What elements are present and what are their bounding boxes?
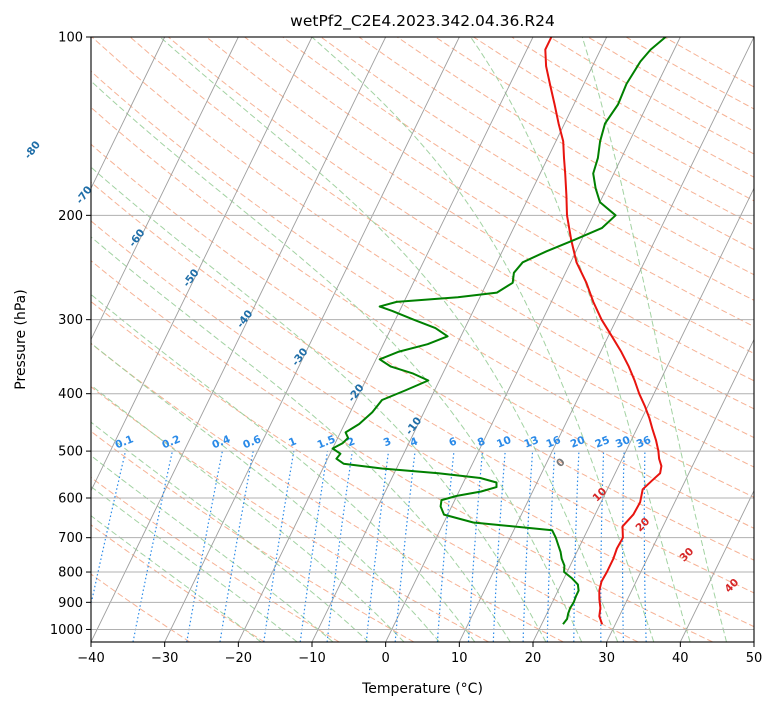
mixing-ratio-line bbox=[326, 451, 353, 642]
dry-adiabat bbox=[91, 476, 340, 642]
skew-isotherm bbox=[91, 37, 387, 642]
y-tick-label: 300 bbox=[58, 313, 83, 328]
mixing-ratio-label: 25 bbox=[593, 434, 611, 451]
skew-isotherm bbox=[385, 37, 681, 642]
pressure-grid bbox=[91, 37, 754, 630]
y-tick-label: 800 bbox=[58, 566, 83, 581]
moist-adiabat bbox=[91, 384, 405, 642]
mixing-ratio-line bbox=[365, 451, 390, 642]
moist-adiabat bbox=[581, 37, 727, 642]
dry-adiabat bbox=[91, 106, 754, 529]
temperature-line bbox=[544, 37, 663, 625]
profile-series bbox=[331, 37, 667, 625]
mixing-ratio-line bbox=[299, 451, 329, 642]
skew-isotherm bbox=[532, 187, 754, 642]
skew-isotherm bbox=[458, 37, 754, 642]
mixing-ratio-label: 13 bbox=[522, 434, 540, 451]
x-tick-label: 30 bbox=[598, 651, 615, 666]
moist-adiabat bbox=[311, 37, 655, 642]
moist-adiabat bbox=[91, 166, 547, 642]
y-tick-label: 500 bbox=[58, 445, 83, 460]
dewpoint-line bbox=[331, 37, 667, 625]
mixing-ratio-label: 36 bbox=[635, 434, 653, 451]
mixing-ratio-label: 4 bbox=[408, 435, 419, 449]
skew-isotherm bbox=[606, 338, 754, 642]
dry-adiabat bbox=[167, 37, 754, 410]
y-tick-label: 100 bbox=[58, 31, 83, 46]
dry-adiabat bbox=[320, 37, 754, 301]
mixing-ratio-label: 16 bbox=[545, 434, 563, 451]
x-tick-label: 40 bbox=[672, 651, 689, 666]
y-tick-label: 700 bbox=[58, 531, 83, 546]
dry-adiabat bbox=[91, 181, 754, 594]
dry-adiabat bbox=[91, 143, 754, 561]
x-tick-label: −20 bbox=[225, 651, 252, 666]
x-tick-label: 10 bbox=[451, 651, 468, 666]
dry-adiabat bbox=[206, 37, 754, 382]
mixing-ratio-line bbox=[263, 450, 295, 642]
dry-adiabat bbox=[91, 342, 564, 642]
moist-adiabat bbox=[91, 293, 476, 642]
y-tick-label: 900 bbox=[58, 596, 83, 611]
mixing-ratio-line bbox=[394, 451, 416, 642]
x-tick-label: 0 bbox=[382, 651, 390, 666]
mixing-ratio-label: 2 bbox=[346, 435, 357, 449]
x-axis-label: Temperature (°C) bbox=[361, 681, 483, 697]
mixing-ratio-label: 6 bbox=[447, 435, 458, 449]
x-axis: −40 −30 −20 −10 0 10 20 30 40 50 bbox=[77, 642, 762, 666]
mixing-ratio-label: 3 bbox=[382, 435, 393, 449]
isotherm-label: -80 bbox=[22, 139, 43, 161]
moist-adiabat bbox=[91, 80, 583, 642]
dry-adiabat bbox=[91, 300, 639, 642]
skew-isotherm bbox=[237, 37, 534, 642]
dry-adiabat bbox=[91, 260, 713, 642]
mixing-ratio-label: 20 bbox=[569, 434, 587, 451]
mixing-ratio-label: 8 bbox=[476, 435, 487, 449]
dry-adiabat bbox=[129, 37, 754, 439]
dry-adiabat bbox=[91, 220, 754, 628]
moist-adiabat bbox=[159, 37, 619, 642]
x-tick-label: 50 bbox=[746, 651, 763, 666]
dry-adiabat bbox=[282, 37, 754, 328]
moist-adiabat bbox=[91, 236, 511, 642]
moist-adiabat bbox=[91, 421, 369, 642]
x-tick-label: 20 bbox=[525, 651, 542, 666]
dry-adiabat bbox=[91, 573, 191, 642]
mixing-ratio-label: 1 bbox=[287, 435, 298, 449]
plot-background bbox=[91, 37, 754, 642]
dry-adiabat bbox=[91, 386, 489, 642]
skew-isotherm bbox=[679, 489, 754, 642]
skew-isotherm bbox=[311, 37, 608, 642]
dry-adiabat bbox=[91, 37, 754, 468]
mixing-ratio-line bbox=[436, 451, 455, 642]
x-tick-label: −30 bbox=[151, 651, 178, 666]
skew-isotherm bbox=[753, 640, 754, 642]
skew-isotherm bbox=[91, 37, 166, 190]
moist-adiabat bbox=[91, 455, 334, 642]
plot-frame bbox=[90, 36, 755, 643]
dry-adiabat bbox=[244, 37, 754, 354]
x-tick-label: −10 bbox=[298, 651, 325, 666]
x-tick-label: −40 bbox=[77, 651, 104, 666]
y-axis: 1000 900 800 700 600 500 400 300 200 100 bbox=[50, 31, 91, 638]
skew-isotherm bbox=[91, 37, 239, 341]
skew-isotherm bbox=[91, 37, 313, 492]
mixing-ratio-label: 30 bbox=[614, 434, 632, 451]
chart-title: wetPf2_C2E4.2023.342.04.36.R24 bbox=[290, 12, 555, 31]
mixing-ratio-line bbox=[132, 450, 173, 642]
y-tick-label: 400 bbox=[58, 387, 83, 402]
mixing-ratio-label: 10 bbox=[495, 434, 513, 451]
dry-adiabat bbox=[91, 70, 754, 498]
y-tick-label: 1000 bbox=[50, 623, 83, 638]
y-tick-label: 200 bbox=[58, 209, 83, 224]
y-tick-label: 600 bbox=[58, 492, 83, 507]
skew-isotherm bbox=[164, 37, 460, 642]
y-axis-label: Pressure (hPa) bbox=[13, 289, 29, 389]
